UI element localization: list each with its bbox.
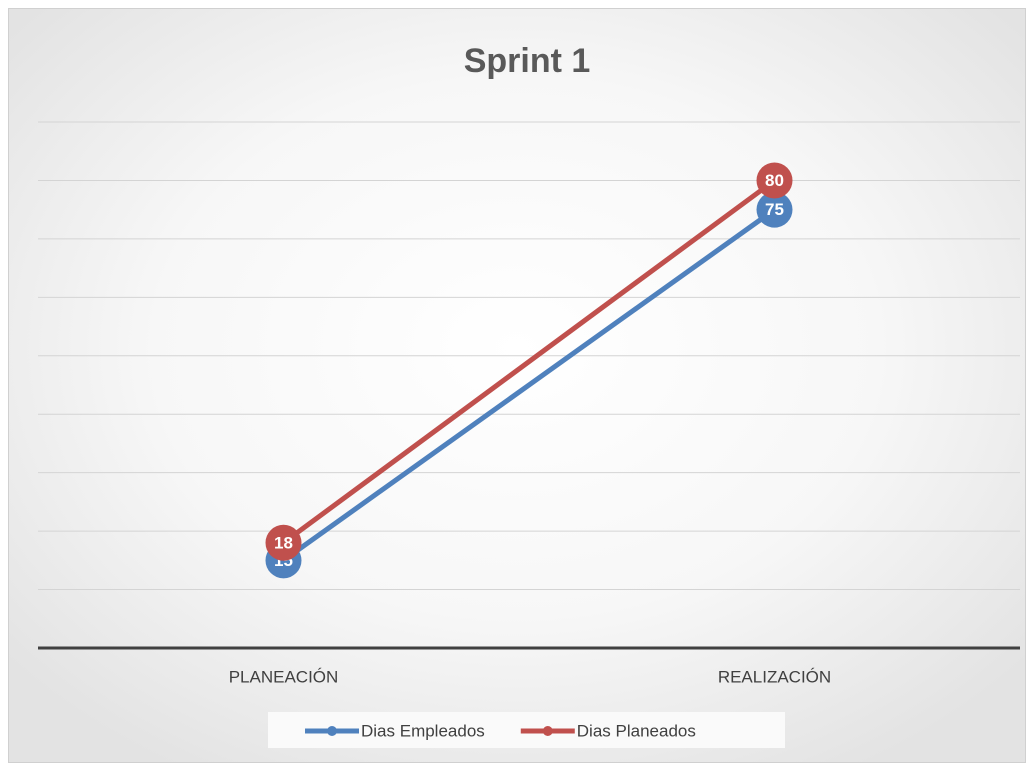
x-tick-label: PLANEACIÓN	[229, 667, 339, 686]
data-label: 80	[765, 171, 784, 190]
chart-title: Sprint 1	[464, 42, 591, 80]
point-marker	[756, 191, 793, 228]
series-line	[282, 178, 776, 545]
data-label: 75	[765, 200, 784, 219]
chart-frame	[8, 8, 1026, 763]
point-marker	[265, 524, 302, 561]
point-marker	[756, 162, 793, 199]
x-tick-label: REALIZACIÓN	[718, 667, 831, 686]
legend-marker	[542, 726, 553, 736]
legend-label: Dias Planeados	[577, 721, 696, 740]
data-label: 18	[274, 533, 293, 552]
legend-marker	[327, 726, 337, 736]
series-line	[282, 207, 776, 563]
legend-label: Dias Empleados	[361, 721, 485, 740]
legend: Dias Empleados Dias Planeados	[305, 721, 696, 740]
marks: 15751880	[265, 162, 793, 579]
grid	[38, 121, 1020, 650]
